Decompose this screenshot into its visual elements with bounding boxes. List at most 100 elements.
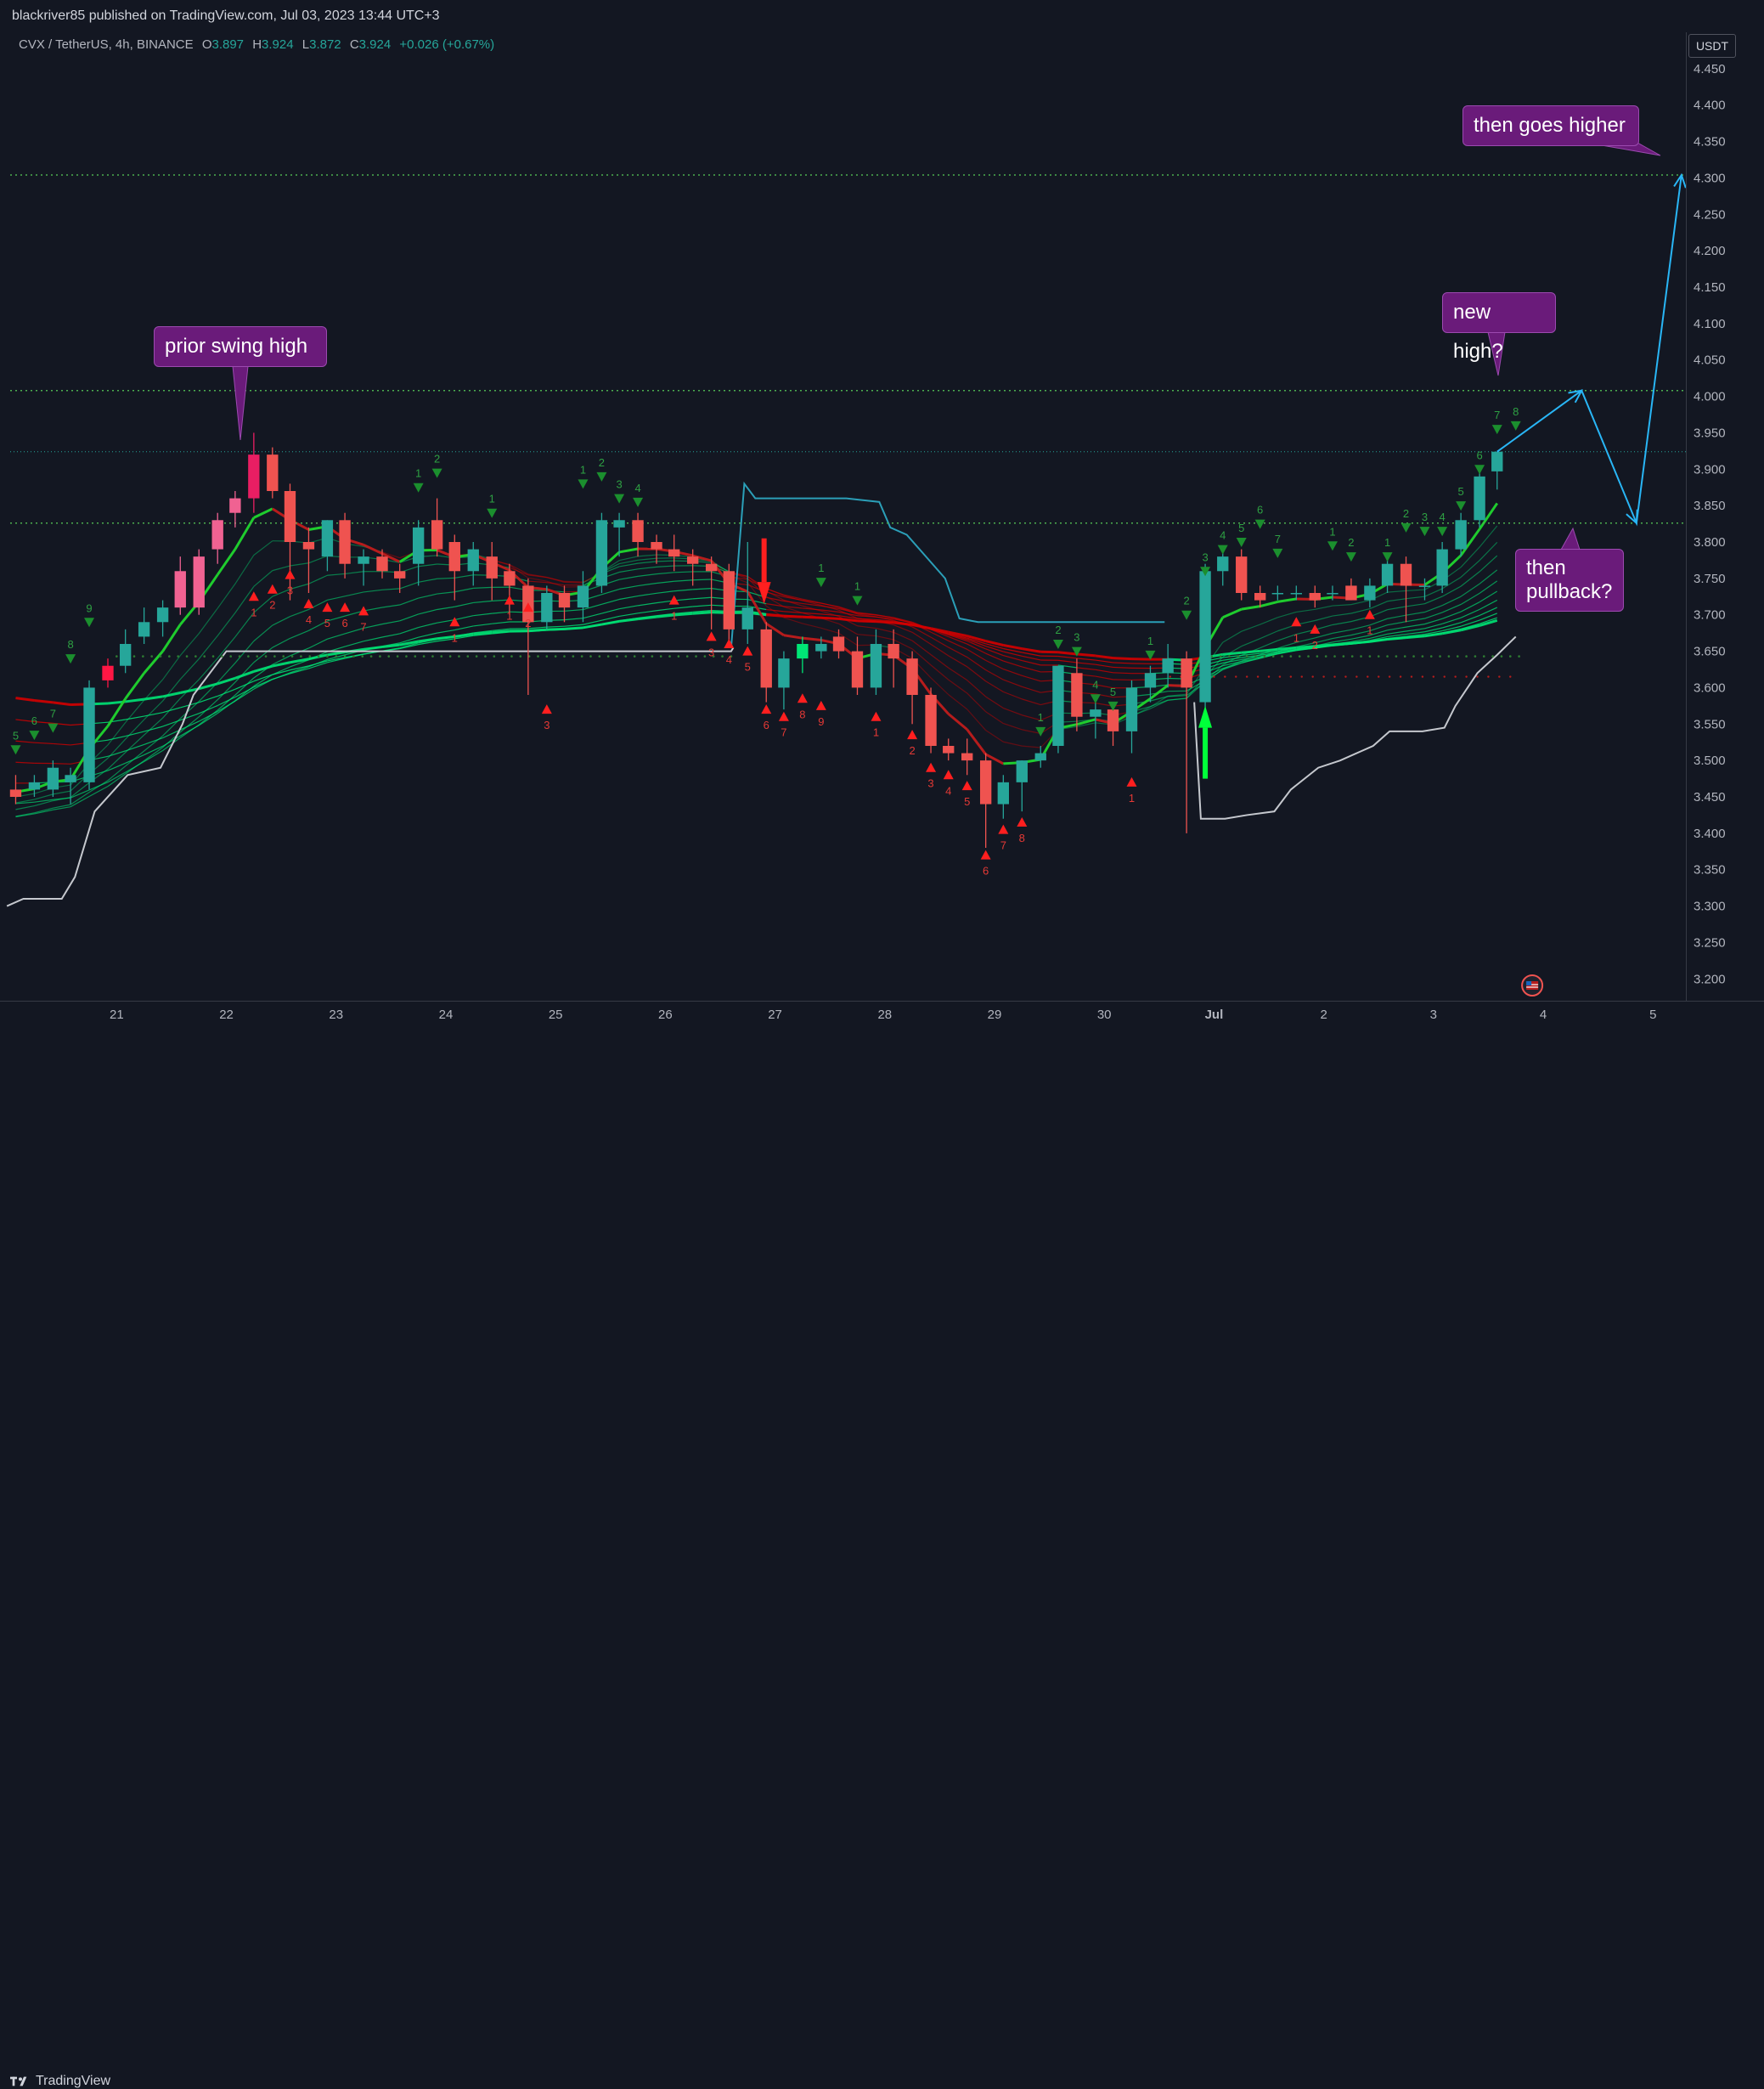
sell-count-marker	[249, 591, 259, 601]
sell-count-marker	[981, 850, 991, 860]
candle-body	[138, 622, 149, 636]
time-tick-label: 21	[110, 1008, 124, 1022]
buy-count-marker	[1437, 527, 1447, 536]
ribbon-segment	[1003, 709, 1022, 715]
buy-count-marker	[84, 618, 94, 627]
ribbon-segment	[693, 605, 712, 607]
ribbon-segment	[601, 621, 619, 624]
dotted-level-dot	[300, 655, 302, 658]
price-tick-label: 3.650	[1694, 645, 1726, 659]
sell-count-marker	[742, 646, 752, 656]
callout-prior-swing-high[interactable]: prior swing high	[154, 326, 327, 367]
ribbon-segment	[564, 628, 583, 630]
candle-body	[175, 571, 186, 607]
candle-body	[1327, 593, 1338, 595]
ribbon-segment	[547, 578, 565, 582]
dotted-level-dot	[695, 655, 697, 658]
ribbon-segment	[693, 579, 712, 580]
ribbon-segment	[693, 597, 712, 599]
symbol-legend[interactable]: CVX / TetherUS, 4h, BINANCE O3.897 H3.92…	[19, 37, 494, 52]
count-label: 1	[1038, 711, 1044, 724]
ribbon-segment	[766, 589, 784, 595]
buy-count-marker	[1456, 501, 1466, 511]
candle-body	[48, 768, 59, 790]
dotted-level-dot	[589, 655, 592, 658]
dotted-level-dot	[379, 655, 381, 658]
ribbon-segment	[144, 718, 163, 735]
candle-body	[613, 520, 624, 528]
candle-body	[394, 571, 405, 579]
count-label: 2	[1183, 595, 1189, 607]
count-label: 6	[1257, 504, 1263, 517]
ribbon-segment	[1388, 638, 1406, 640]
dotted-level-dot	[537, 655, 539, 658]
price-chart[interactable]: 4.3044.0083.8263.92401:15:15 56789123456…	[0, 0, 1764, 1067]
dotted-level-dot	[668, 655, 671, 658]
ribbon-segment	[1242, 624, 1260, 631]
candle-body	[961, 754, 972, 761]
candle-body	[339, 520, 350, 563]
candle-body	[632, 520, 643, 542]
ribbon-segment	[949, 656, 967, 667]
ribbon-segment	[986, 697, 1004, 708]
dotted-level-dot	[1483, 655, 1485, 658]
price-tick-label: 3.350	[1694, 863, 1726, 878]
ribbon-segment	[217, 613, 235, 635]
dotted-level-dot	[502, 655, 504, 658]
candle-body	[212, 520, 223, 549]
dotted-level-dot	[458, 655, 460, 658]
ribbon-segment	[638, 558, 657, 560]
ribbon-segment	[638, 611, 657, 613]
tradingview-logo[interactable]: TradingView	[10, 2074, 110, 2089]
callout-then-goes-higher[interactable]: then goes higher	[1462, 105, 1639, 146]
ribbon-segment	[1351, 641, 1370, 643]
ribbon-segment	[1424, 613, 1442, 618]
candle-body	[687, 556, 698, 564]
symbol-name[interactable]: CVX / TetherUS, 4h, BINANCE	[19, 37, 194, 52]
count-label: 6	[1476, 449, 1482, 461]
ribbon-segment	[1333, 630, 1351, 633]
currency-selector[interactable]: USDT	[1688, 34, 1736, 58]
callout-new-high[interactable]: new high?	[1442, 292, 1556, 333]
ribbon-segment	[967, 693, 986, 712]
buy-count-marker	[1091, 694, 1101, 703]
tradingview-label: TradingView	[36, 2074, 110, 2089]
ribbon-segment	[108, 737, 126, 741]
callout-then-pullback[interactable]: then pullback?	[1515, 549, 1624, 612]
callout-text-line1: then	[1526, 556, 1613, 580]
ribbon-segment	[1388, 627, 1406, 630]
dotted-level-dot	[1412, 655, 1415, 658]
ribbon-segment	[454, 626, 473, 630]
sell-count-marker	[1365, 610, 1375, 619]
reversal-arrow-down	[762, 539, 767, 582]
ribbon-segment	[619, 560, 638, 563]
ribbon-segment	[34, 701, 53, 703]
ribbon-segment	[235, 555, 254, 584]
ribbon-segment	[1461, 572, 1479, 586]
dotted-level-dot	[493, 655, 496, 658]
trailing-stop-line	[1194, 636, 1516, 818]
dotted-level-dot	[660, 655, 662, 658]
candle-body	[761, 630, 772, 688]
count-label: 2	[909, 744, 915, 757]
ribbon-segment	[1260, 618, 1278, 624]
ribbon-segment	[931, 678, 949, 695]
ribbon-segment	[967, 667, 986, 681]
count-label: 9	[86, 601, 92, 614]
ribbon-segment	[1406, 596, 1425, 599]
ribbon-segment	[1022, 649, 1040, 652]
ribbon-segment	[986, 712, 1004, 724]
dotted-level-dot	[1491, 655, 1494, 658]
sell-count-marker	[303, 599, 313, 608]
ribbon-segment	[1096, 664, 1113, 667]
price-tick-label: 3.450	[1694, 790, 1726, 805]
high-value: 3.924	[262, 37, 294, 52]
ribbon-segment	[766, 609, 784, 611]
buy-count-marker	[1218, 545, 1228, 555]
dotted-level-dot	[1501, 655, 1503, 658]
reversal-arrow-up	[1198, 706, 1212, 728]
price-tick-label: 3.200	[1694, 972, 1726, 986]
fast-ma-segment	[235, 517, 254, 549]
candle-body	[1035, 754, 1046, 761]
dotted-level-dot	[212, 655, 215, 658]
